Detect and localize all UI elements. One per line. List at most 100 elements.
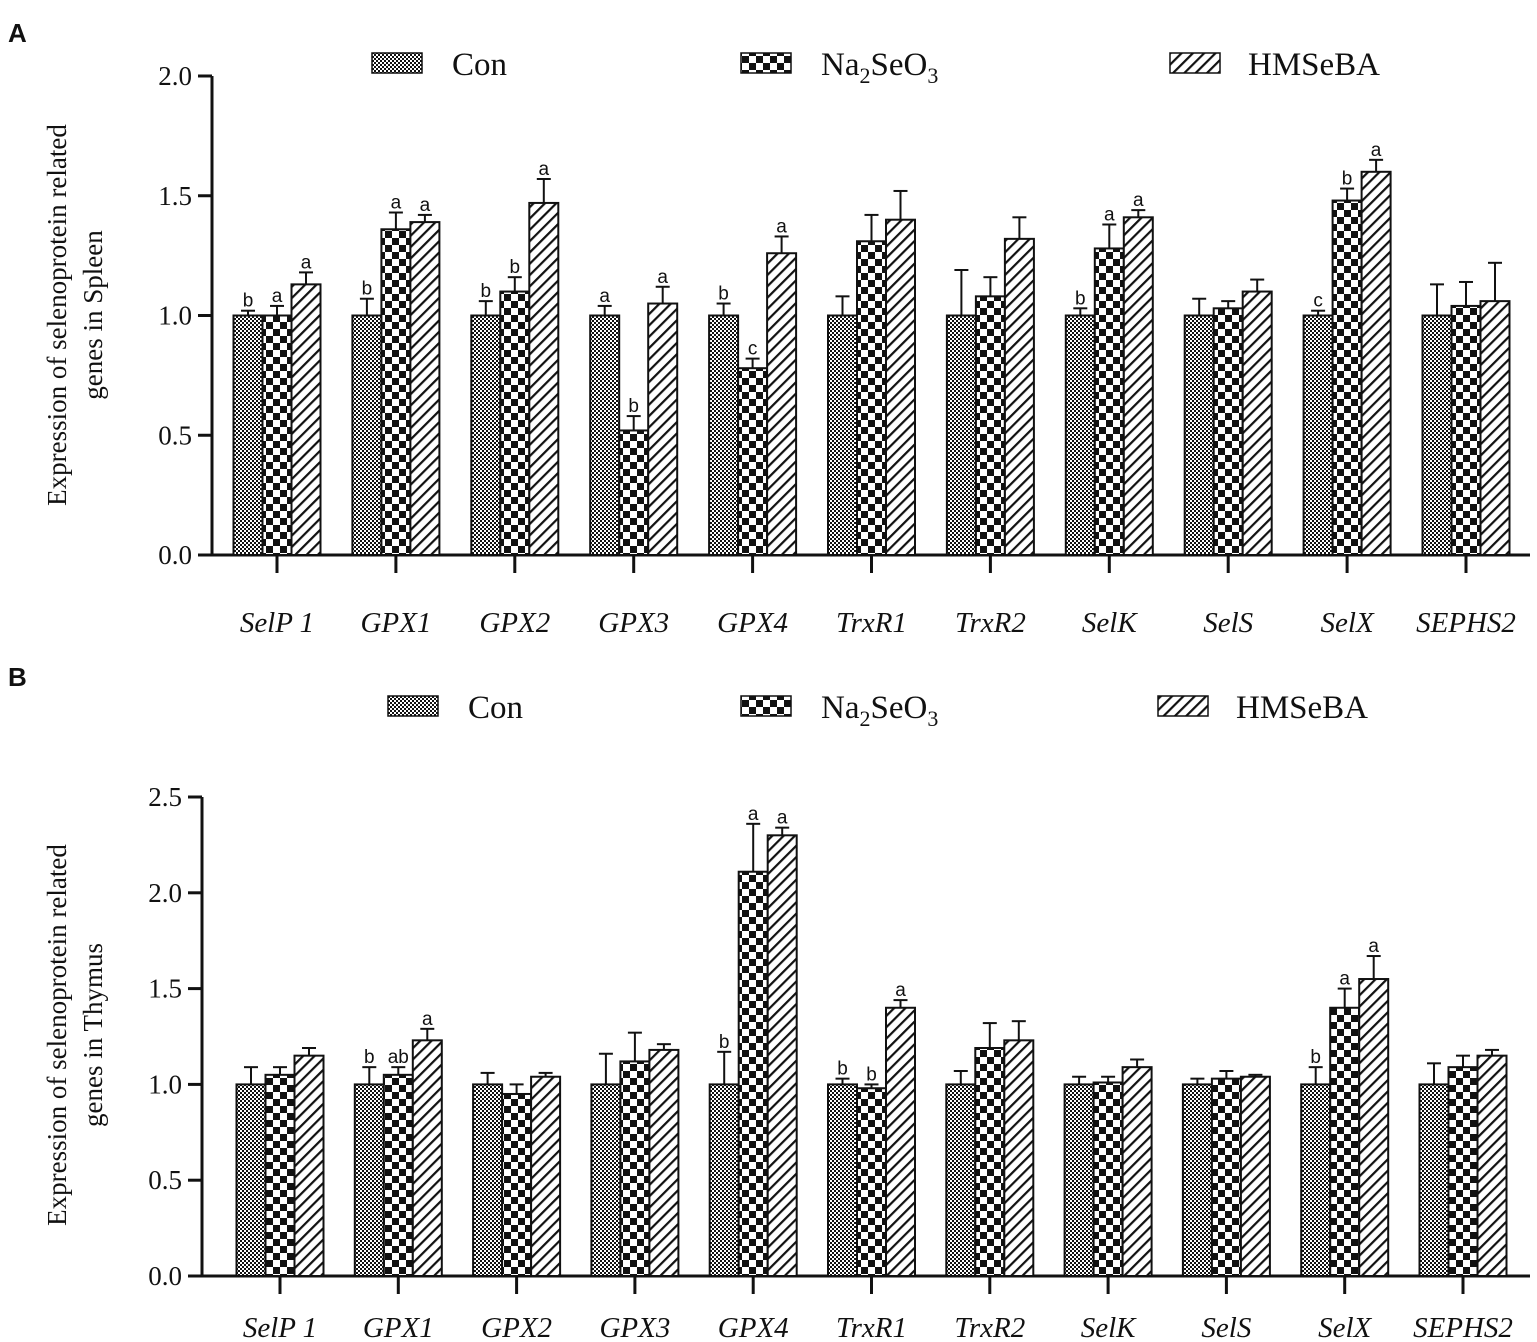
- chart-b-bar-selp-1-na2seo3: [264, 1073, 296, 1277]
- chart-b-sig-label: a: [1339, 969, 1350, 990]
- legend-a-hmseba-swatch: [1169, 52, 1221, 74]
- chart-b-xtick-label-sels: SelS: [1201, 1312, 1251, 1342]
- chart-a-bar-gpx2-na2seo3: [499, 290, 531, 556]
- chart-a-ytick-label: 0.0: [158, 540, 192, 570]
- chart-b-bar-selp-1-con: [235, 1083, 267, 1278]
- chart-b-xtick-label-trxr2: TrxR2: [954, 1312, 1025, 1342]
- chart-a-ylabel-line2: genes in Spleen: [78, 230, 108, 400]
- chart-a-sig-label: a: [1133, 190, 1144, 211]
- chart-a-ytick-label: 0.5: [158, 420, 192, 450]
- chart-b-xtick-label-gpx1: GPX1: [363, 1312, 434, 1342]
- chart-a-sig-label: b: [362, 279, 373, 300]
- chart-a-sig-label: a: [420, 195, 431, 216]
- chart-b-bar-trxr1-con: [827, 1083, 858, 1278]
- chart-b-ytick-label: 2.0: [148, 878, 182, 908]
- chart-b-bar-gpx2-con: [472, 1083, 504, 1278]
- chart-b-sig-label: b: [1310, 1047, 1321, 1068]
- chart-b-bar-gpx3-hmseba: [648, 1048, 680, 1277]
- chart-b-bar-gpx3-na2seo3: [619, 1060, 651, 1277]
- chart-b-ytick-label: 2.5: [148, 782, 182, 812]
- chart-a-sig-label: a: [539, 159, 550, 180]
- chart-b-sig-label: a: [777, 808, 788, 829]
- chart-b-sig-label: b: [837, 1059, 848, 1080]
- chart-b-xtick-label-gpx3: GPX3: [599, 1312, 670, 1342]
- chart-a-bar-gpx3-con: [589, 314, 621, 556]
- chart-b-bar-trxr1-na2seo3: [856, 1087, 887, 1278]
- chart-a-xtick-label-selp-1: SelP 1: [240, 607, 314, 639]
- chart-b-bar-selx-con: [1300, 1083, 1332, 1278]
- chart-b-bar-sephs2-na2seo3: [1447, 1066, 1479, 1277]
- chart-b-xtick-label-gpx2: GPX2: [481, 1312, 552, 1342]
- legend-b-na2seo3-label: Na2SeO3: [821, 690, 938, 731]
- chart-b-bar-trxr1-hmseba: [885, 1006, 916, 1277]
- chart-a-xtick-label-gpx4: GPX4: [717, 607, 788, 639]
- chart-a-bar-selx-con: [1302, 314, 1334, 556]
- chart-b-xtick-label-gpx4: GPX4: [718, 1312, 789, 1342]
- chart-a-sig-label: b: [628, 396, 639, 417]
- legend-a-con-swatch: [371, 52, 423, 74]
- chart-a-bar-sels-con: [1183, 314, 1215, 556]
- chart-a-xtick-label-gpx2: GPX2: [479, 607, 550, 639]
- chart-b-sig-label: b: [866, 1064, 877, 1085]
- chart-a-bar-sels-na2seo3: [1212, 307, 1244, 556]
- chart-b-bar-selp-1-hmseba: [293, 1054, 325, 1278]
- chart-a-sig-label: b: [481, 281, 492, 302]
- chart-a-sig-label: a: [657, 267, 668, 288]
- chart-a-bar-sels-hmseba: [1241, 290, 1273, 556]
- chart-b-bar-selk-na2seo3: [1092, 1081, 1124, 1278]
- chart-b-bar-gpx2-hmseba: [530, 1075, 562, 1277]
- chart-b-ytick-label: 0.0: [148, 1261, 182, 1291]
- chart-a-sig-label: a: [776, 216, 787, 237]
- chart-a-sig-label: a: [1104, 204, 1115, 225]
- legend-a-con-label: Con: [452, 47, 507, 83]
- chart-a-bar-selk-con: [1064, 314, 1096, 556]
- chart-b-ylabel-line1: Expression of selenoprotein related: [42, 844, 72, 1226]
- chart-b-bar-gpx3-con: [590, 1083, 622, 1278]
- chart-a-bar-gpx2-con: [470, 314, 502, 556]
- chart-a-ytick-label: 1.0: [158, 301, 192, 331]
- chart-a-xtick-label-trxr1: TrxR1: [836, 607, 907, 639]
- chart-b-xtick-label-sephs2: SEPHS2: [1413, 1312, 1513, 1342]
- chart-a-bar-trxr1-na2seo3: [856, 240, 887, 556]
- chart-b-bar-gpx1-con: [353, 1083, 385, 1278]
- chart-a-bar-selk-hmseba: [1122, 216, 1154, 556]
- chart-a-ytick-label: 2.0: [158, 61, 192, 91]
- chart-b-xtick-label-trxr1: TrxR1: [836, 1312, 907, 1342]
- chart-b-bar-sephs2-hmseba: [1476, 1054, 1508, 1278]
- legend-a-na2seo3-label: Na2SeO3: [821, 47, 938, 88]
- chart-b-bar-gpx1-hmseba: [411, 1039, 443, 1278]
- chart-a-bar-selx-hmseba: [1360, 170, 1392, 557]
- chart-b-bar-sels-hmseba: [1239, 1075, 1271, 1277]
- legend-a-hmseba-label: HMSeBA: [1248, 47, 1380, 83]
- panel-letter-b: B: [8, 662, 27, 692]
- chart-a-bar-trxr1-con: [827, 314, 858, 556]
- legend-b-con-label: Con: [468, 690, 523, 726]
- chart-b-xtick-label-selp-1: SelP 1: [243, 1312, 317, 1342]
- legend-a-na2seo3-swatch: [740, 52, 792, 74]
- chart-b-bar-trxr2-hmseba: [1003, 1039, 1035, 1278]
- legend-b: Con Na2SeO3 HMSeBA: [387, 690, 1368, 731]
- chart-a-bar-trxr2-con: [945, 314, 977, 556]
- chart-a-bar-sephs2-na2seo3: [1450, 304, 1482, 557]
- legend-a: Con Na2SeO3 HMSeBA: [371, 47, 1380, 88]
- chart-b-ytick-label: 1.0: [148, 1069, 182, 1099]
- chart-a-xtick-label-gpx1: GPX1: [360, 607, 431, 639]
- chart-a-sig-label: b: [243, 291, 254, 312]
- chart-a-sig-label: a: [1371, 140, 1382, 161]
- chart-a-ylabel-line1: Expression of selenoprotein related: [42, 124, 72, 506]
- chart-b-sig-label: ab: [388, 1047, 409, 1068]
- chart-a-bar-selp-1-na2seo3: [261, 314, 293, 556]
- chart-a-bar-selp-1-hmseba: [290, 283, 322, 556]
- chart-a-ytick-label: 1.5: [158, 181, 192, 211]
- chart-b-ylabel-line2: genes in Thymus: [78, 943, 108, 1127]
- chart-b-sig-label: a: [748, 804, 759, 825]
- chart-b-xtick-label-selk: SelK: [1081, 1312, 1137, 1342]
- chart-a-bar-gpx3-na2seo3: [618, 429, 650, 556]
- legend-b-con-swatch: [387, 695, 439, 717]
- chart-a-bar-gpx2-hmseba: [528, 201, 560, 556]
- chart-a-bar-selk-na2seo3: [1093, 247, 1125, 556]
- chart-b-bar-gpx4-con: [708, 1083, 740, 1278]
